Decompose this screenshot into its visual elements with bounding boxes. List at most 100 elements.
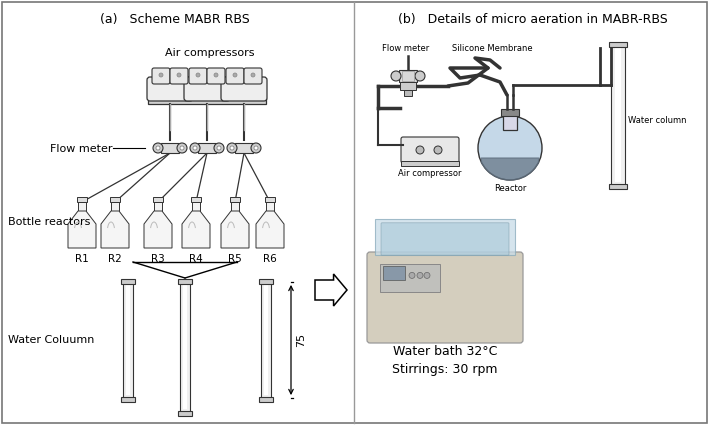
Circle shape — [177, 73, 181, 77]
Circle shape — [416, 146, 424, 154]
Bar — [180, 282, 190, 412]
Circle shape — [251, 73, 255, 77]
Text: (a)   Scheme MABR RBS: (a) Scheme MABR RBS — [100, 13, 250, 26]
Bar — [126, 285, 130, 395]
FancyBboxPatch shape — [381, 223, 509, 255]
Text: Flow meter: Flow meter — [382, 44, 430, 53]
Bar — [235, 143, 253, 153]
Circle shape — [196, 73, 200, 77]
Circle shape — [233, 73, 237, 77]
Text: Air compressor: Air compressor — [398, 169, 462, 178]
Bar — [178, 411, 192, 416]
FancyBboxPatch shape — [207, 68, 225, 84]
Circle shape — [391, 71, 401, 81]
Bar — [503, 114, 517, 130]
Bar — [609, 42, 627, 47]
Bar — [123, 282, 133, 398]
Bar — [261, 282, 271, 398]
Bar — [121, 397, 135, 402]
Bar — [77, 197, 87, 202]
Bar — [265, 197, 275, 202]
Circle shape — [193, 146, 197, 150]
Polygon shape — [375, 219, 515, 255]
Bar — [161, 143, 179, 153]
FancyBboxPatch shape — [184, 77, 230, 101]
FancyBboxPatch shape — [401, 137, 459, 163]
Text: R6: R6 — [263, 254, 277, 264]
FancyBboxPatch shape — [170, 68, 188, 84]
Bar — [380, 264, 440, 292]
Bar — [400, 82, 416, 90]
Bar — [153, 197, 163, 202]
Bar — [501, 109, 519, 116]
Circle shape — [424, 272, 430, 278]
Text: 75: 75 — [296, 333, 306, 347]
Polygon shape — [221, 211, 249, 248]
Polygon shape — [481, 158, 539, 180]
Bar — [383, 266, 405, 280]
Polygon shape — [182, 211, 210, 248]
Bar — [183, 285, 187, 409]
Circle shape — [177, 143, 187, 153]
Polygon shape — [256, 211, 284, 248]
Bar — [264, 285, 268, 395]
Circle shape — [214, 143, 224, 153]
Bar — [110, 197, 120, 202]
Circle shape — [214, 73, 218, 77]
Bar — [154, 202, 162, 211]
Circle shape — [415, 71, 425, 81]
Text: R4: R4 — [189, 254, 203, 264]
FancyBboxPatch shape — [152, 68, 170, 84]
Circle shape — [254, 146, 258, 150]
Circle shape — [478, 116, 542, 180]
Text: R3: R3 — [151, 254, 165, 264]
Bar — [404, 90, 412, 96]
Text: R2: R2 — [108, 254, 122, 264]
FancyBboxPatch shape — [367, 252, 523, 343]
Circle shape — [434, 146, 442, 154]
Bar — [609, 184, 627, 189]
Circle shape — [153, 143, 163, 153]
Bar — [402, 71, 414, 81]
FancyBboxPatch shape — [226, 68, 244, 84]
Bar — [178, 279, 192, 284]
Text: Reactor: Reactor — [493, 184, 526, 193]
Circle shape — [227, 143, 237, 153]
Text: Air compressors: Air compressors — [165, 48, 255, 58]
Bar — [399, 70, 417, 82]
Polygon shape — [101, 211, 129, 248]
Circle shape — [156, 146, 160, 150]
Circle shape — [230, 146, 234, 150]
Bar — [230, 197, 240, 202]
Bar — [192, 202, 200, 211]
Bar — [259, 397, 273, 402]
Polygon shape — [144, 211, 172, 248]
Bar — [611, 45, 625, 185]
Polygon shape — [68, 211, 96, 248]
Bar — [401, 161, 459, 166]
Bar — [191, 197, 201, 202]
Bar — [111, 202, 119, 211]
Circle shape — [417, 272, 423, 278]
Text: (b)   Details of micro aeration in MABR-RBS: (b) Details of micro aeration in MABR-RB… — [398, 13, 668, 26]
Circle shape — [190, 143, 200, 153]
Text: R5: R5 — [228, 254, 242, 264]
Bar — [266, 202, 274, 211]
Circle shape — [180, 146, 184, 150]
Bar — [231, 202, 239, 211]
Bar — [259, 279, 273, 284]
Polygon shape — [315, 274, 347, 306]
Circle shape — [409, 272, 415, 278]
Text: Silicone Membrane: Silicone Membrane — [452, 44, 532, 53]
FancyBboxPatch shape — [221, 77, 267, 101]
Bar — [121, 279, 135, 284]
Bar — [148, 98, 266, 104]
Text: Bottle reactors: Bottle reactors — [8, 217, 90, 227]
FancyBboxPatch shape — [147, 77, 193, 101]
Text: Water column: Water column — [628, 116, 686, 125]
Circle shape — [217, 146, 221, 150]
FancyBboxPatch shape — [189, 68, 207, 84]
Circle shape — [251, 143, 261, 153]
Text: Flow meter: Flow meter — [50, 144, 112, 154]
Circle shape — [159, 73, 163, 77]
